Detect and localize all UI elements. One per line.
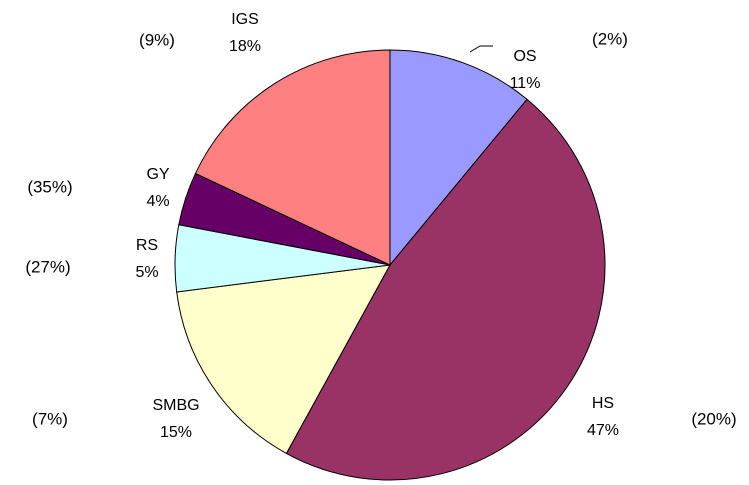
slice-value-label: 11% [510,75,541,92]
annotation: (35%) [27,177,72,196]
annotation: (7%) [32,409,68,428]
slice-label: HS [592,395,614,412]
pie-slice [389,49,528,267]
pie-slice [194,49,391,266]
slice-label: OS [513,48,536,65]
slice-value-label: 15% [160,424,192,441]
pie-slice [176,264,391,455]
annotation: (2%) [592,29,628,48]
slice-value-label: 5% [135,264,158,281]
annotation: (20%) [691,409,736,428]
slice-label: RS [136,237,158,254]
annotation: (9%) [139,30,175,49]
slice-value-label: 4% [146,193,169,210]
slice-label: GY [146,166,169,183]
pie-slice [285,98,606,481]
slice-value-label: 47% [587,422,619,439]
slice-value-label: 18% [229,38,261,55]
slice-label: IGS [231,11,259,28]
slice-label: SMBG [152,397,199,414]
annotation: (27%) [25,257,70,276]
leader-line [469,45,493,53]
